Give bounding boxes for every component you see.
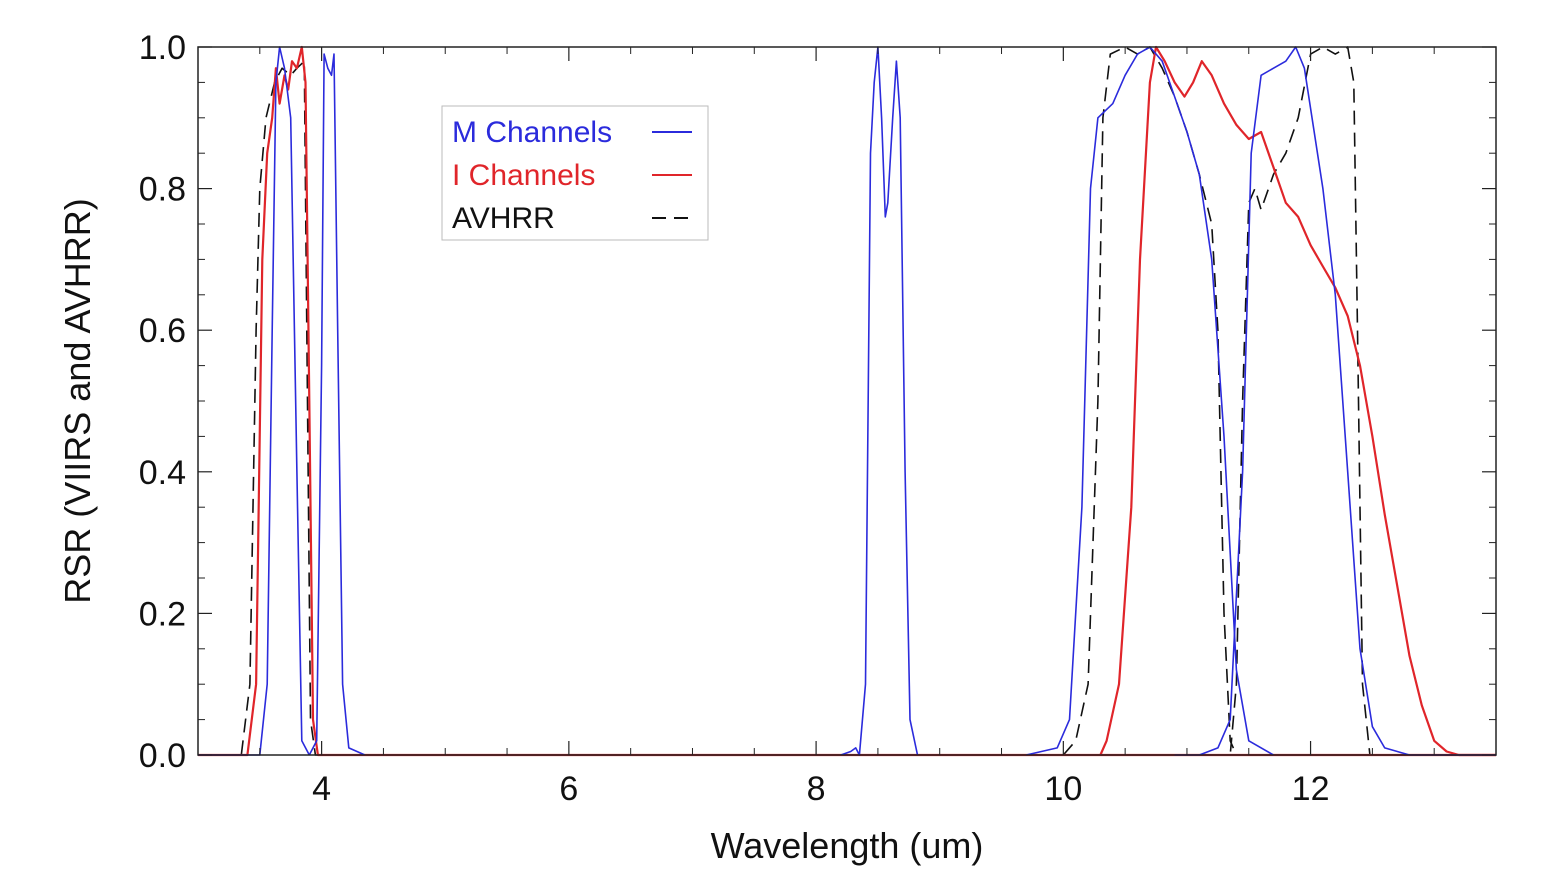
avhrr-curve-2 [1062,46,1238,756]
legend-entries: M Channels I Channels AVHRR [452,116,692,235]
x-axis-title: Wavelength (um) [711,825,984,866]
x-tick-label-8: 8 [807,770,826,808]
legend-label-i-channels: I Channels [452,159,595,192]
i-channels-curve-1 [198,45,1496,757]
i-channels-curve-2 [1099,45,1496,757]
m-channels-curve-1 [198,46,311,756]
legend-label-avhrr: AVHRR [452,202,555,235]
y-tick-label-1-0: 1.0 [139,29,186,67]
plot-frame [197,46,1497,756]
y-axis-title: RSR (VIIRS and AVHRR) [57,198,98,603]
y-tick-label-0-0: 0.0 [139,737,186,775]
x-tick-label-6: 6 [559,770,578,808]
tick-labels-layer: 4 6 8 10 12 0.0 0.2 0.4 0.6 0.8 1.0 [139,29,1330,808]
x-tick-label-10: 10 [1044,770,1082,808]
curves-layer [198,45,1496,757]
m-channels-curve-4 [1026,46,1274,756]
y-tick-label-0-2: 0.2 [139,595,186,633]
avhrr-curve-3 [1211,46,1496,756]
m-channels-curve-2 [308,53,366,756]
m-channels-curve-3 [840,46,919,756]
m-channels-curve-5 [1174,46,1496,756]
ticks-layer [198,46,1496,756]
y-tick-label-0-6: 0.6 [139,312,186,350]
x-tick-label-4: 4 [312,770,331,808]
y-tick-label-0-4: 0.4 [139,454,186,492]
legend: M Channels I Channels AVHRR [441,105,709,241]
legend-label-m-channels: M Channels [452,116,612,149]
x-tick-label-12: 12 [1292,770,1330,808]
y-tick-label-0-8: 0.8 [139,171,186,209]
avhrr-curve-1 [198,60,1496,756]
